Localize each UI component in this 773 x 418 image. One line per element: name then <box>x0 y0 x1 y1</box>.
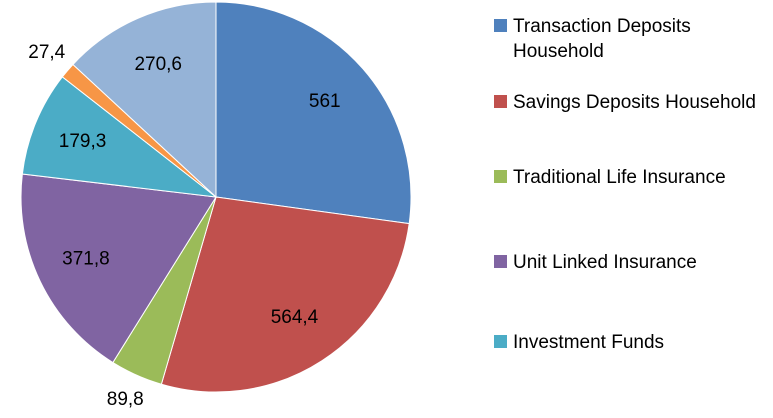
legend-label: Unit Linked Insurance <box>513 252 697 273</box>
legend-item: Transaction Deposits Household <box>494 14 756 64</box>
data-label: 89,8 <box>107 389 144 410</box>
legend-swatch <box>494 95 507 108</box>
legend-label: Savings Deposits Household <box>513 92 756 113</box>
pie-slice <box>72 1 217 199</box>
data-label: 27,4 <box>28 42 65 63</box>
data-label: 371,8 <box>62 248 110 269</box>
data-label: 270,6 <box>134 54 182 75</box>
pie-slice <box>215 1 412 225</box>
legend-swatch <box>494 335 507 348</box>
pie-slice <box>21 76 218 198</box>
legend-swatch <box>494 19 507 32</box>
data-label: 561 <box>309 91 341 112</box>
legend-label: Traditional Life Insurance <box>513 167 726 188</box>
pie-slice <box>20 173 217 364</box>
data-label: 179,3 <box>59 131 107 152</box>
legend-item: Investment Funds <box>494 330 756 355</box>
legend-label: Investment Funds <box>513 332 665 353</box>
legend-label: Transaction Deposits Household <box>513 16 691 62</box>
legend-item: Unit Linked Insurance <box>494 250 756 275</box>
data-label: 564,4 <box>271 307 319 328</box>
legend-item: Savings Deposits Household <box>494 90 756 115</box>
legend-swatch <box>494 170 507 183</box>
legend-swatch <box>494 255 507 268</box>
pie-slice <box>160 196 410 393</box>
legend-item: Traditional Life Insurance <box>494 165 756 190</box>
